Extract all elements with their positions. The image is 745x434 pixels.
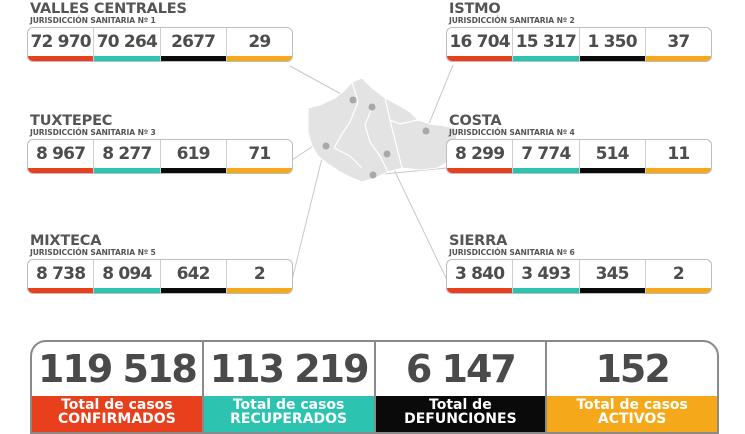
region-name: TUXTEPEC xyxy=(30,113,113,129)
confirmed-bar xyxy=(447,168,513,173)
active-count: 71 xyxy=(226,140,292,173)
recovered-bar xyxy=(94,168,160,173)
active-count: 2 xyxy=(645,260,711,293)
region-subtitle: JURISDICCIÓN SANITARIA Nº 6 xyxy=(449,248,575,257)
active-bar xyxy=(645,56,711,61)
region-stats-box: 8 967 8 277 619 71 xyxy=(27,139,293,174)
active-count: 29 xyxy=(226,28,292,61)
confirmed-bar xyxy=(28,288,94,293)
deaths-count: 642 xyxy=(160,260,227,293)
deaths-bar xyxy=(160,288,226,293)
deaths-count: 1 350 xyxy=(579,28,646,61)
deaths-count: 345 xyxy=(579,260,646,293)
region-name: VALLES CENTRALES xyxy=(30,1,187,17)
active-bar xyxy=(645,168,711,173)
region-subtitle: JURISDICCIÓN SANITARIA Nº 1 xyxy=(30,16,156,25)
deaths-bar xyxy=(579,168,645,173)
confirmed-count: 16 704 xyxy=(447,28,514,61)
region-subtitle: JURISDICCIÓN SANITARIA Nº 5 xyxy=(30,248,156,257)
total-value: 119 518 xyxy=(37,347,198,391)
region-mixteca: MIXTECA JURISDICCIÓN SANITARIA Nº 5 8 73… xyxy=(27,234,293,294)
total-value: 113 219 xyxy=(209,347,370,391)
deaths-bar xyxy=(579,288,645,293)
recovered-bar xyxy=(513,56,579,61)
recovered-count: 3 493 xyxy=(513,260,580,293)
active-bar xyxy=(226,168,292,173)
region-stats-box: 72 970 70 264 2677 29 xyxy=(27,27,293,62)
region-stats-box: 16 704 15 317 1 350 37 xyxy=(446,27,712,62)
region-name: MIXTECA xyxy=(30,233,102,249)
total-label: Total de DEFUNCIONES xyxy=(375,396,546,432)
region-subtitle: JURISDICCIÓN SANITARIA Nº 3 xyxy=(30,128,156,137)
recovered-count: 8 277 xyxy=(94,140,161,173)
region-stats-box: 8 738 8 094 642 2 xyxy=(27,259,293,294)
map-silhouette xyxy=(307,77,459,183)
region-sierra: SIERRA JURISDICCIÓN SANITARIA Nº 6 3 840… xyxy=(446,234,712,294)
active-count: 37 xyxy=(645,28,711,61)
region-name: SIERRA xyxy=(449,233,508,249)
deaths-count: 2677 xyxy=(160,28,227,61)
region-istmo: ISTMO JURISDICCIÓN SANITARIA Nº 2 16 704… xyxy=(446,2,712,62)
deaths-bar xyxy=(579,56,645,61)
total-label: Total de casos CONFIRMADOS xyxy=(32,396,202,432)
active-count: 11 xyxy=(645,140,711,173)
recovered-bar xyxy=(94,288,160,293)
recovered-count: 8 094 xyxy=(94,260,161,293)
recovered-bar xyxy=(513,288,579,293)
region-name: COSTA xyxy=(449,113,502,129)
recovered-bar xyxy=(513,168,579,173)
active-bar xyxy=(645,288,711,293)
total-value: 6 147 xyxy=(405,347,517,391)
region-subtitle: JURISDICCIÓN SANITARIA Nº 4 xyxy=(449,128,575,137)
region-costa: COSTA JURISDICCIÓN SANITARIA Nº 4 8 299 … xyxy=(446,114,712,174)
totals-panel: 119 518 Total de casos CONFIRMADOS 113 21… xyxy=(30,340,719,434)
confirmed-count: 8 299 xyxy=(447,140,514,173)
region-valles-centrales: VALLES CENTRALES JURISDICCIÓN SANITARIA … xyxy=(27,2,293,62)
recovered-count: 70 264 xyxy=(94,28,161,61)
confirmed-count: 3 840 xyxy=(447,260,514,293)
region-tuxtepec: TUXTEPEC JURISDICCIÓN SANITARIA Nº 3 8 9… xyxy=(27,114,293,174)
deaths-bar xyxy=(160,56,226,61)
confirmed-count: 8 738 xyxy=(28,260,95,293)
recovered-bar xyxy=(94,56,160,61)
region-subtitle: JURISDICCIÓN SANITARIA Nº 2 xyxy=(449,16,575,25)
region-stats-box: 3 840 3 493 345 2 xyxy=(446,259,712,294)
total-label: Total de casos ACTIVOS xyxy=(547,396,717,432)
deaths-count: 514 xyxy=(579,140,646,173)
region-name: ISTMO xyxy=(449,1,501,17)
total-label: Total de casos RECUPERADOS xyxy=(203,396,374,432)
active-count: 2 xyxy=(226,260,292,293)
confirmed-bar xyxy=(28,168,94,173)
confirmed-bar xyxy=(447,288,513,293)
recovered-count: 7 774 xyxy=(513,140,580,173)
deaths-count: 619 xyxy=(160,140,227,173)
total-value: 152 xyxy=(595,347,670,391)
recovered-count: 15 317 xyxy=(513,28,580,61)
active-bar xyxy=(226,56,292,61)
confirmed-bar xyxy=(28,56,94,61)
oaxaca-map xyxy=(307,77,459,183)
confirmed-count: 8 967 xyxy=(28,140,95,173)
confirmed-count: 72 970 xyxy=(28,28,95,61)
deaths-bar xyxy=(160,168,226,173)
active-bar xyxy=(226,288,292,293)
confirmed-bar xyxy=(447,56,513,61)
region-stats-box: 8 299 7 774 514 11 xyxy=(446,139,712,174)
